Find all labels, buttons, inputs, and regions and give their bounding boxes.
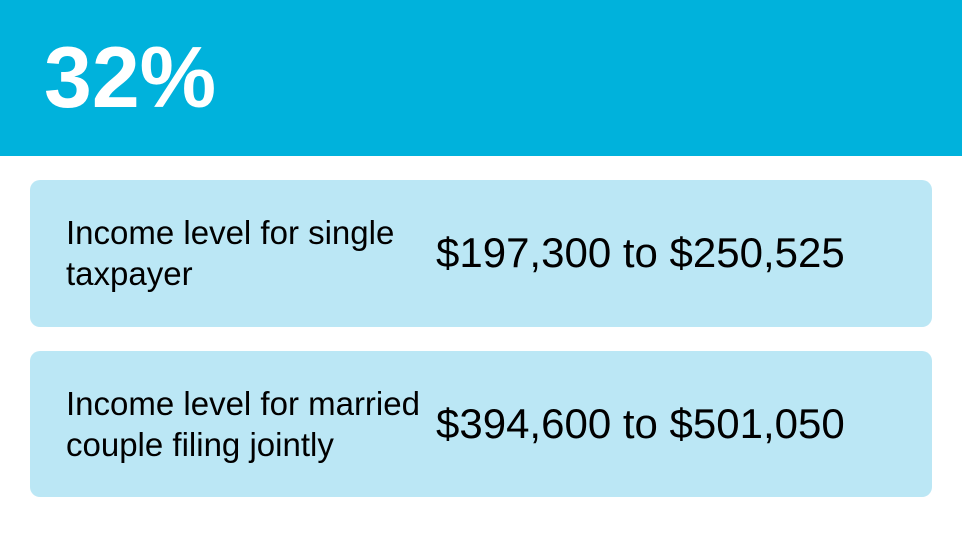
income-row-single: Income level for single taxpayer $197,30… xyxy=(30,180,932,327)
income-value-single: $197,300 to $250,525 xyxy=(436,232,845,274)
income-row-married: Income level for married couple filing j… xyxy=(30,351,932,498)
income-label-single: Income level for single taxpayer xyxy=(66,212,436,295)
income-levels-container: Income level for single taxpayer $197,30… xyxy=(0,156,962,497)
income-label-married: Income level for married couple filing j… xyxy=(66,383,436,466)
tax-bracket-header: 32% xyxy=(0,0,962,156)
income-value-married: $394,600 to $501,050 xyxy=(436,403,845,445)
tax-rate: 32% xyxy=(44,35,216,121)
